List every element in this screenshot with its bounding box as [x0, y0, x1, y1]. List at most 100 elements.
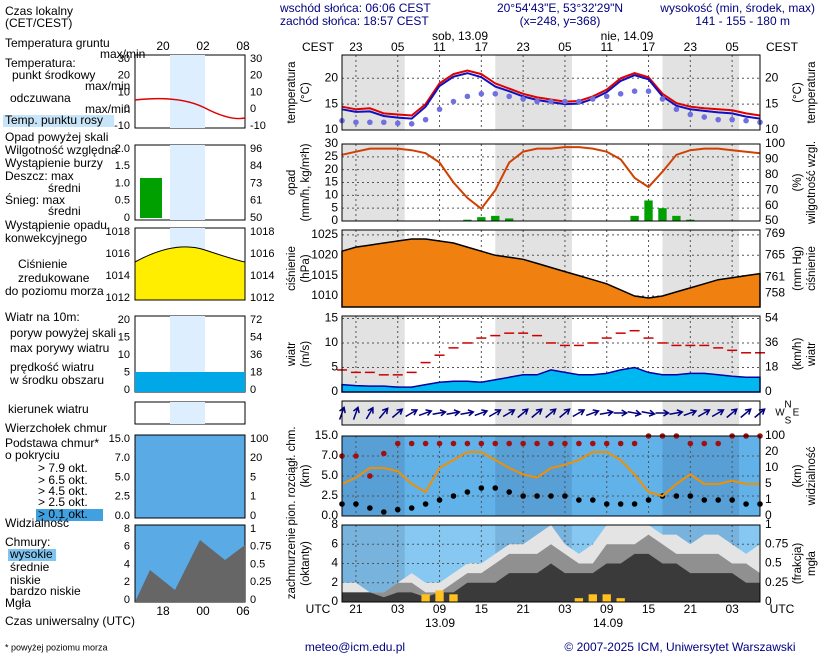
wind-arrow: [613, 409, 629, 417]
legend-text: max/min: [85, 79, 130, 93]
dot: [478, 90, 485, 97]
dot: [617, 501, 624, 507]
dot: [562, 493, 568, 499]
legend-text: Śnieg: max: [5, 192, 65, 207]
legend-tick: 36: [250, 349, 262, 361]
legend-tick: 1018: [250, 226, 274, 238]
legend-tick: 0.75: [250, 541, 271, 553]
wind-arrow: [559, 408, 571, 419]
panel-frame: [341, 229, 761, 308]
legend-text: Mgła: [5, 596, 31, 610]
x-tick-label: 15: [475, 602, 489, 616]
wind-arrow: [697, 409, 711, 418]
y-tick-label: 1: [765, 492, 772, 506]
dot: [548, 440, 554, 447]
legend-time-tick: 20: [156, 39, 170, 53]
x-tick-label: 21: [684, 602, 698, 616]
dot: [673, 106, 680, 113]
dot: [394, 440, 401, 447]
legend-tick: 7.0: [115, 452, 130, 464]
day-label: nie, 14.09: [601, 29, 654, 43]
dot: [617, 440, 624, 447]
legend-text: Wiatr na 10m:: [5, 310, 80, 324]
legend-tick: 0: [250, 594, 256, 606]
wind-arrow: [531, 408, 543, 419]
legend-text: średnie: [10, 560, 50, 574]
y-tick-label: 2: [331, 575, 338, 589]
legend-tick: 0: [124, 594, 130, 606]
axis-title: (km): [300, 464, 312, 487]
axis-title: (km/h): [792, 338, 804, 371]
dot: [701, 114, 708, 120]
bar: [477, 217, 486, 221]
legend-tick: 1016: [106, 248, 130, 260]
y-tick-label: 80: [765, 167, 779, 181]
legend-text: Podstawa chmur*: [5, 436, 99, 450]
legend-text: Wierzchołek chmur: [5, 421, 107, 435]
dot: [603, 440, 610, 447]
axis-title: zachmurzenie: [286, 528, 298, 600]
dot: [715, 440, 721, 447]
bar: [505, 218, 514, 221]
y-tick-label: 30: [325, 136, 339, 150]
x-tick-label: 09: [433, 602, 447, 616]
night-shade: [342, 55, 405, 130]
wind-arrow: [378, 407, 389, 419]
dot: [534, 98, 540, 105]
dot: [534, 493, 540, 499]
dot: [367, 119, 373, 126]
axis-title: (hPa): [300, 254, 312, 282]
bar: [616, 598, 625, 602]
y-tick-label: 70: [765, 182, 779, 196]
sunrise: wschód słońca: 06:06 CEST: [279, 1, 431, 15]
wind-arrow: [627, 409, 642, 417]
wind-arrow: [599, 409, 615, 417]
wind-arrow: [488, 409, 502, 418]
legend-tick: 72: [250, 314, 262, 326]
legend-tick: 0: [124, 212, 130, 224]
y-tick-label: 1010: [311, 288, 338, 302]
dot: [729, 116, 735, 123]
wind-arrow: [641, 409, 656, 417]
sunset: zachód słońca: 18:57 CEST: [280, 14, 429, 28]
dot: [394, 120, 401, 127]
dot: [562, 98, 568, 105]
wind-arrow: [572, 409, 586, 418]
axis-title: pion. rozciągł. chm.: [286, 426, 298, 525]
legend-tick: 15.0: [109, 433, 130, 445]
panel-frame: [341, 435, 761, 517]
y-tick-label: 20: [765, 70, 779, 84]
x-tick-label: 17: [475, 40, 489, 54]
legend-text: > 2.5 okt.: [38, 495, 88, 509]
y-tick-label: 1025: [311, 227, 338, 241]
legend-text: punkt środkowy: [12, 68, 95, 82]
legend-text: w środku obszaru: [9, 373, 104, 387]
axis-title: opad: [286, 170, 298, 196]
axis-title: mgła: [806, 550, 818, 576]
wind-arrow: [517, 408, 529, 419]
legend-tick: 84: [250, 160, 262, 172]
dot: [687, 111, 694, 118]
y-tick-label: 0: [331, 594, 338, 608]
axis-title: temperatura: [806, 61, 818, 124]
axis-title: (°C): [792, 82, 804, 103]
x-tick-label: 23: [684, 40, 698, 54]
legend-tick: 100: [250, 433, 268, 445]
line: [341, 146, 761, 211]
legend-tick: 61: [250, 195, 262, 207]
y-tick-label: 25: [325, 149, 339, 163]
dot: [464, 489, 471, 495]
axis-title: wiatr: [806, 342, 818, 367]
x-tick-label: 11: [433, 40, 446, 54]
panel-frame: [341, 54, 761, 131]
legend-tick: 15: [118, 331, 130, 343]
dot: [631, 88, 638, 95]
legend-text: kierunek wiatru: [8, 402, 89, 416]
dot: [478, 440, 485, 447]
legend-tick: 0: [250, 510, 256, 522]
legend-text: Temperatura:: [5, 56, 76, 70]
dot: [492, 90, 499, 97]
panel-frame: [341, 315, 761, 393]
copyright: © 2007-2025 ICM, Uniwersytet Warszawski: [564, 640, 795, 654]
legend-text: Deszcz: max: [5, 169, 74, 183]
